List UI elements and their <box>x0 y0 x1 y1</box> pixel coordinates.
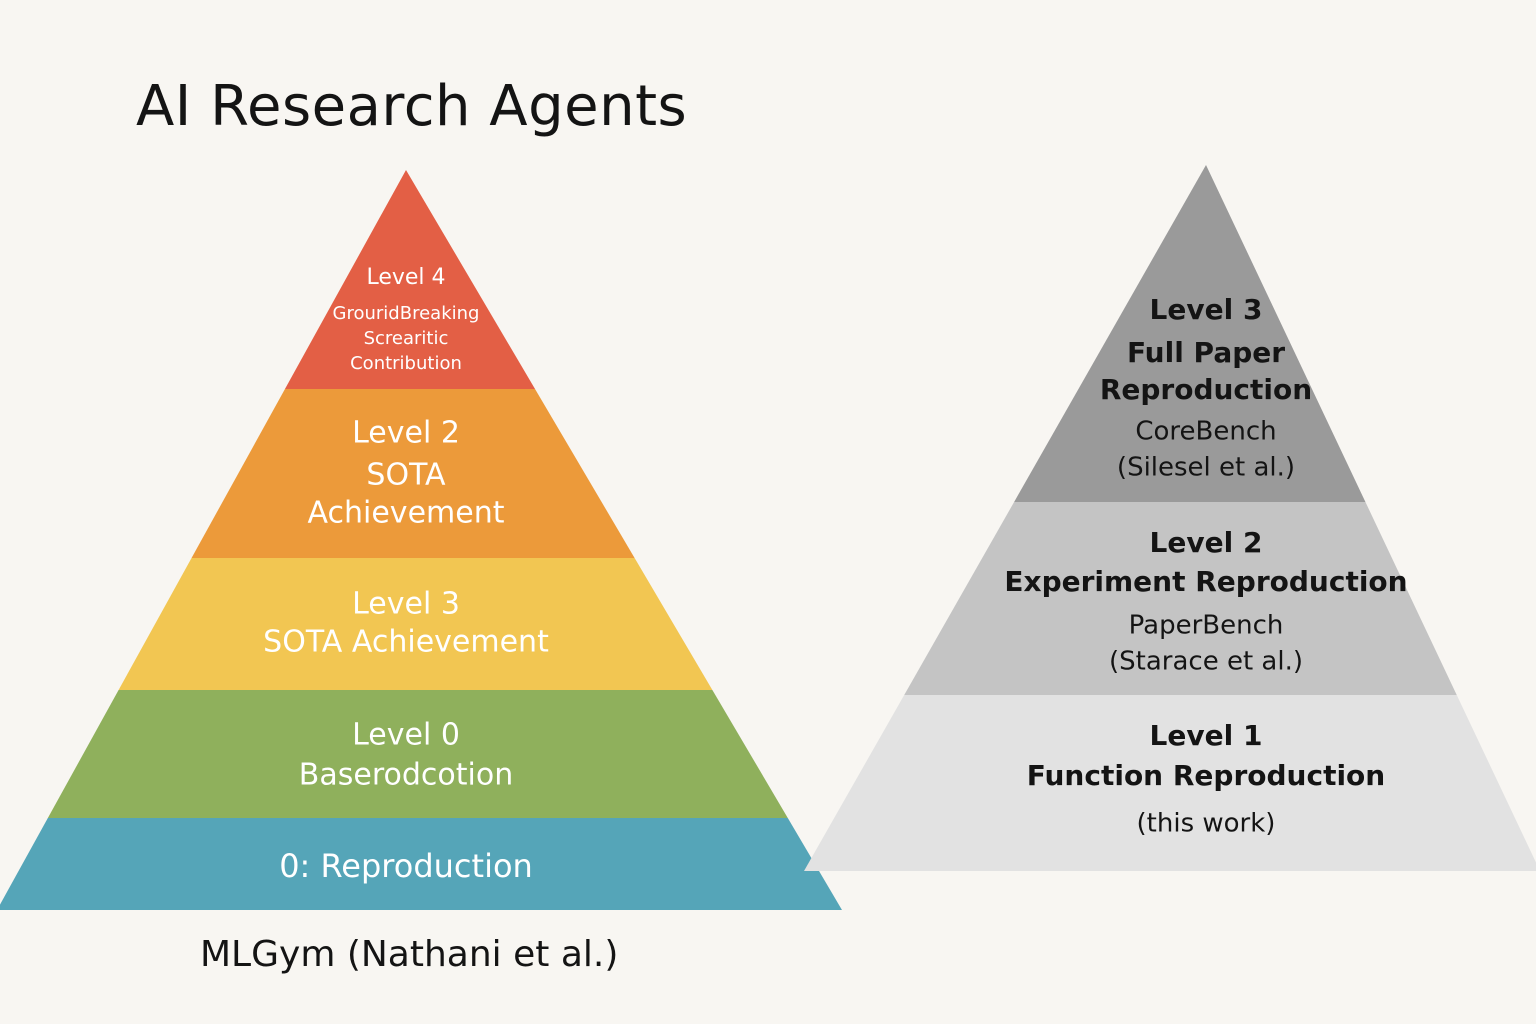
right-pyramid-tier-2-label-1: Function Reproduction <box>1027 759 1385 792</box>
left-pyramid-tier-2-label-0: Level 3 <box>352 587 460 622</box>
right-pyramid-tier-0-label-3: CoreBench <box>1135 417 1276 447</box>
right-pyramid-tier-0 <box>1014 165 1366 502</box>
left-pyramid-tier-0-label-1: GrouridBreaking <box>333 303 480 324</box>
right-pyramid-tier-1-label-2: PaperBench <box>1129 611 1284 641</box>
left-pyramid-tier-3-label-0: Level 0 <box>352 718 460 753</box>
right-pyramid-tier-1-label-1: Experiment Reproduction <box>1004 565 1407 598</box>
right-pyramid-tier-1-label-0: Level 2 <box>1150 526 1263 559</box>
left-pyramid-tier-0-label-0: Level 4 <box>366 265 445 290</box>
left-pyramid: Level 4 GrouridBreaking Screaritic Contribu… <box>0 170 842 910</box>
page-title: AI Research Agents <box>136 74 688 139</box>
right-pyramid-tier-1-label-3: (Starace et al.) <box>1109 647 1303 677</box>
left-pyramid-tier-0-label-2: Screaritic <box>364 328 449 349</box>
left-pyramid-tier-2 <box>118 558 713 690</box>
left-pyramid-tier-1-label-0: Level 2 <box>352 416 460 451</box>
right-pyramid-tier-0-label-2: Reproduction <box>1100 373 1312 406</box>
left-pyramid-tier-3 <box>47 690 788 818</box>
left-pyramid-tier-1 <box>191 389 635 558</box>
left-pyramid-tier-1-label-1: SOTA <box>366 458 446 493</box>
left-pyramid-tier-3-label-1: Baserodcotion <box>299 758 513 793</box>
left-pyramid-caption: MLGym (Nathani et al.) <box>200 934 619 975</box>
right-pyramid-tier-2-label-0: Level 1 <box>1150 719 1263 752</box>
left-pyramid-tier-0 <box>284 170 536 389</box>
right-pyramid: Level 3 Full Paper Reproduction CoreBench (S… <box>804 165 1536 871</box>
right-pyramid-tier-0-label-1: Full Paper <box>1127 336 1285 369</box>
left-pyramid-tier-2-label-1: SOTA Achievement <box>263 625 549 660</box>
right-pyramid-tier-2-label-2: (this work) <box>1137 809 1276 839</box>
left-pyramid-tier-4-label-0: 0: Reproduction <box>279 847 533 885</box>
right-pyramid-tier-1 <box>904 502 1457 695</box>
left-pyramid-tier-0-label-3: Contribution <box>350 353 462 374</box>
right-pyramid-tier-2 <box>804 695 1536 871</box>
left-pyramid-tier-1-label-2: Achievement <box>308 496 505 531</box>
right-pyramid-tier-0-label-0: Level 3 <box>1150 293 1263 326</box>
right-pyramid-tier-0-label-4: (Silesel et al.) <box>1117 453 1295 483</box>
left-pyramid-tier-4 <box>0 818 842 910</box>
